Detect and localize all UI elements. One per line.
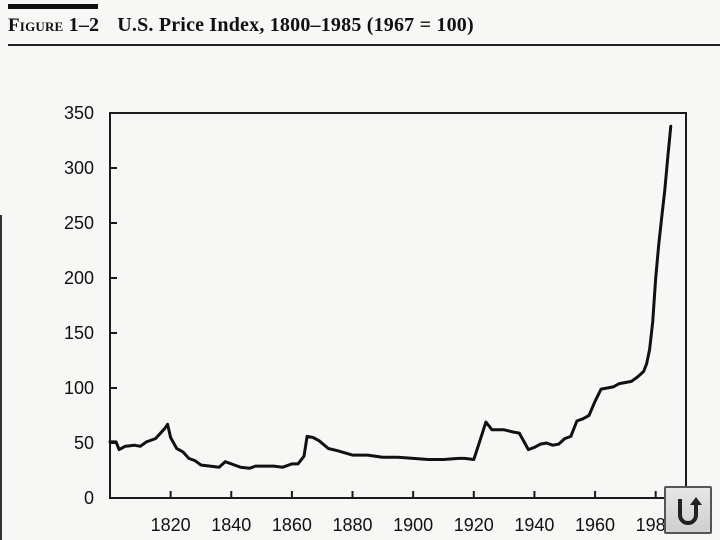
caption-rule	[8, 44, 720, 46]
y-tick-label: 200	[64, 268, 94, 288]
y-tick-label: 100	[64, 378, 94, 398]
figure-number: 1–2	[68, 14, 100, 36]
price-index-series-line	[108, 124, 673, 470]
y-tick-label: 50	[74, 433, 94, 453]
x-tick-label: 1880	[333, 515, 373, 535]
y-tick-label: 350	[64, 103, 94, 123]
figure-label: Figure	[8, 15, 64, 36]
x-tick-label: 1820	[151, 515, 191, 535]
page-left-edge	[0, 215, 2, 540]
x-tick-label: 1900	[393, 515, 433, 535]
y-tick-label: 250	[64, 213, 94, 233]
y-tick-label: 150	[64, 323, 94, 343]
top-rule	[8, 4, 98, 9]
x-tick-label: 1920	[454, 515, 494, 535]
x-tick-label: 1960	[575, 515, 615, 535]
y-tick-label: 0	[84, 488, 94, 508]
figure-caption: Figure 1–2 U.S. Price Index, 1800–1985 (1…	[8, 14, 474, 37]
u-turn-return-icon	[678, 497, 702, 525]
x-tick-label: 1940	[514, 515, 554, 535]
y-tick-label: 300	[64, 158, 94, 178]
plot-frame	[109, 112, 687, 499]
return-button[interactable]	[664, 486, 712, 534]
figure-title: U.S. Price Index, 1800–1985 (1967 = 100)	[117, 14, 474, 36]
x-tick-label: 1860	[272, 515, 312, 535]
x-tick-label: 1840	[211, 515, 251, 535]
